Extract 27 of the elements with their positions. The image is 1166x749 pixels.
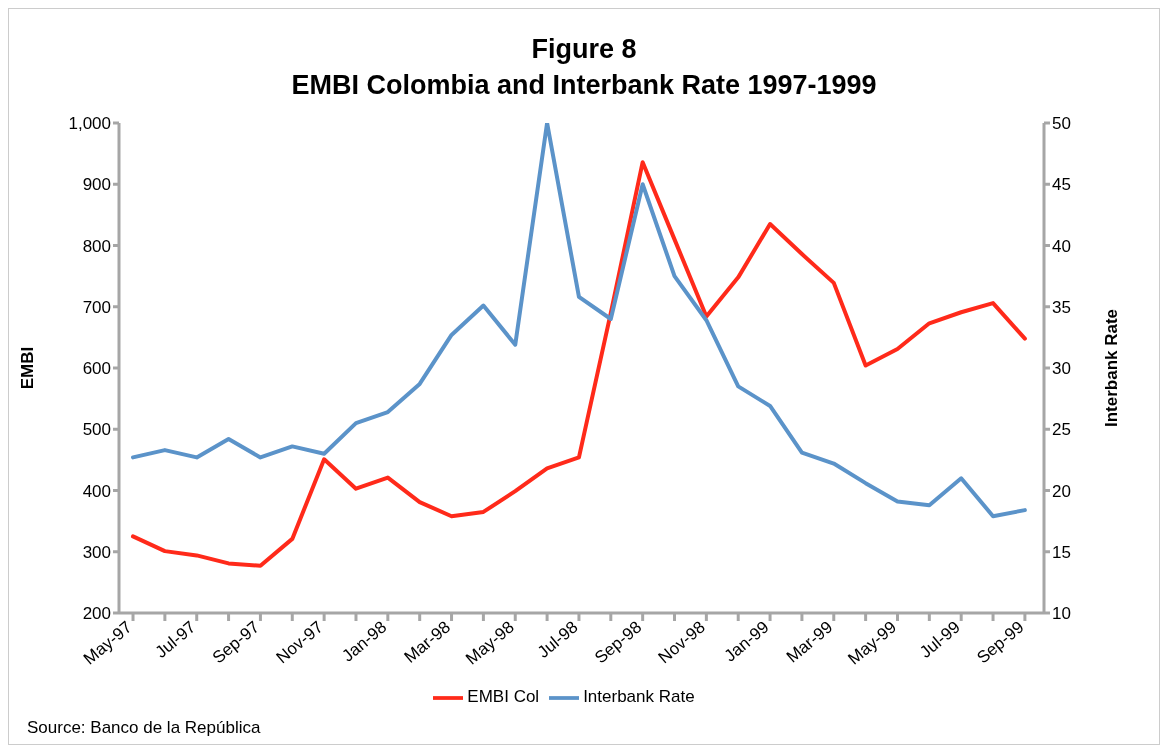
y-tick-label: 200 <box>82 604 111 624</box>
y2-tick-label: 35 <box>1052 297 1071 317</box>
legend-label: Interbank Rate <box>583 687 695 707</box>
y2-tick-label: 20 <box>1052 481 1071 501</box>
legend-label: EMBI Col <box>467 687 540 707</box>
chart-subtitle: EMBI Colombia and Interbank Rate 1997-1999 <box>290 69 878 102</box>
y-tick-label: 500 <box>82 420 111 440</box>
y-tick-label: 800 <box>82 236 111 256</box>
y-axis-title: EMBI <box>18 346 38 390</box>
y2-tick-label: 25 <box>1052 420 1071 440</box>
y2-tick-label: 10 <box>1052 604 1071 624</box>
y-tick-label: 300 <box>82 542 111 562</box>
line-series <box>131 160 1027 568</box>
y2-tick-label: 50 <box>1052 114 1071 134</box>
y2-tick-label: 45 <box>1052 175 1071 195</box>
y2-tick-label: 40 <box>1052 236 1071 256</box>
line-series <box>131 123 1027 519</box>
source-note: Source: Banco de la República <box>27 718 261 738</box>
y2-axis-title: Interbank Rate <box>1102 308 1122 428</box>
y-tick-label: 600 <box>82 359 111 379</box>
chart-title: Figure 8 <box>530 33 638 66</box>
y-tick-label: 700 <box>82 297 111 317</box>
y2-tick-label: 15 <box>1052 542 1071 562</box>
y-tick-label: 1,000 <box>68 114 111 134</box>
y-tick-label: 900 <box>82 175 111 195</box>
y-tick-label: 400 <box>82 481 111 501</box>
y2-tick-label: 30 <box>1052 359 1071 379</box>
